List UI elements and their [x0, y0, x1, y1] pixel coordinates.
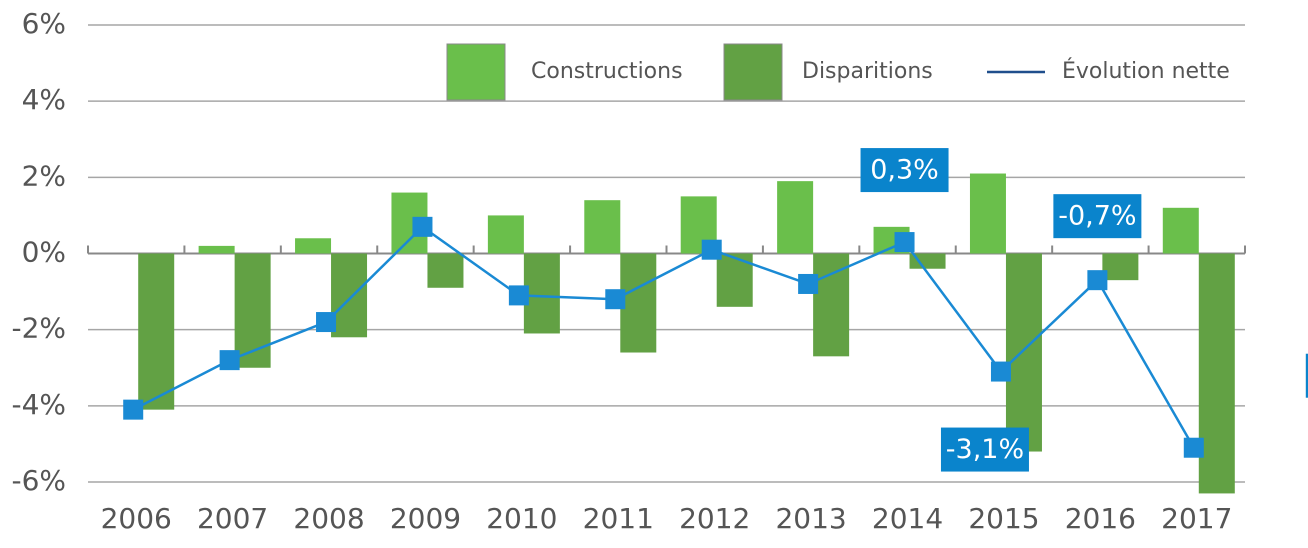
- data-label: -3,1%: [946, 434, 1024, 465]
- x-tick-label: 2011: [583, 502, 654, 535]
- bar: [427, 253, 464, 288]
- line-marker: [605, 289, 626, 310]
- legend-label: Constructions: [531, 59, 683, 84]
- legend-swatch: [723, 43, 783, 101]
- line-marker: [316, 312, 337, 333]
- bar: [620, 253, 657, 353]
- x-tick-label: 2013: [775, 502, 846, 535]
- line-marker: [990, 361, 1011, 382]
- bar: [295, 238, 332, 254]
- x-tick-label: 2016: [1065, 502, 1136, 535]
- line-marker: [894, 232, 915, 253]
- data-label-box: [860, 148, 949, 193]
- x-tick-label: 2006: [101, 502, 172, 535]
- bar: [1198, 253, 1235, 494]
- line: [132, 225, 1195, 449]
- bar: [1005, 253, 1042, 452]
- x-tick-label: 2008: [293, 502, 364, 535]
- data-label: -0,7%: [1058, 201, 1136, 232]
- bar: [584, 200, 621, 254]
- line-marker: [412, 216, 433, 237]
- x-tick-label: 2010: [486, 502, 557, 535]
- x-tick-label: 2007: [197, 502, 268, 535]
- bar: [909, 253, 946, 269]
- legend-label: Disparitions: [802, 59, 933, 84]
- bar: [487, 215, 524, 254]
- x-tick-label: 2012: [679, 502, 750, 535]
- y-tick-label: 2%: [22, 159, 66, 192]
- bar: [1102, 253, 1139, 281]
- x-tick-label: 2015: [968, 502, 1039, 535]
- bar: [138, 253, 175, 410]
- y-tick-label: -6%: [11, 464, 66, 497]
- bar: [198, 245, 235, 254]
- line-marker: [219, 350, 240, 371]
- line-marker: [508, 285, 529, 306]
- bar: [523, 253, 560, 334]
- y-tick-label: 6%: [22, 7, 66, 40]
- line-marker: [701, 239, 722, 260]
- bar: [234, 253, 271, 368]
- line-marker: [1087, 270, 1108, 291]
- bar: [777, 181, 814, 254]
- bar: [1162, 207, 1199, 254]
- y-tick-label: -2%: [11, 312, 66, 345]
- y-tick-label: -4%: [11, 388, 66, 421]
- x-tick-label: 2009: [390, 502, 461, 535]
- y-tick-label: 0%: [22, 236, 66, 269]
- line-marker: [1183, 437, 1204, 458]
- x-tick-label: 2014: [872, 502, 943, 535]
- bar: [813, 253, 850, 357]
- y-tick-label: 4%: [22, 83, 66, 116]
- legend-swatch: [446, 43, 506, 101]
- line-marker: [123, 399, 144, 420]
- bar: [969, 173, 1006, 254]
- data-label-box: [940, 427, 1029, 472]
- data-label-box: [1305, 353, 1308, 398]
- data-label: 0,3%: [870, 155, 939, 186]
- x-tick-label: 2017: [1161, 502, 1232, 535]
- bar: [331, 253, 368, 338]
- line-marker: [798, 273, 819, 294]
- data-label-box: [1053, 194, 1142, 239]
- legend-label: Évolution nette: [1062, 58, 1230, 84]
